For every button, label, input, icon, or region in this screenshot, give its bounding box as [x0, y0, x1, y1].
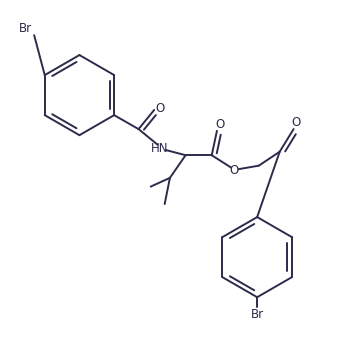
Text: O: O — [215, 118, 224, 131]
Text: O: O — [292, 116, 301, 129]
Text: O: O — [156, 102, 165, 115]
Text: O: O — [230, 164, 239, 177]
Text: Br: Br — [19, 22, 32, 35]
Text: HN: HN — [151, 142, 168, 155]
Text: Br: Br — [251, 308, 264, 321]
